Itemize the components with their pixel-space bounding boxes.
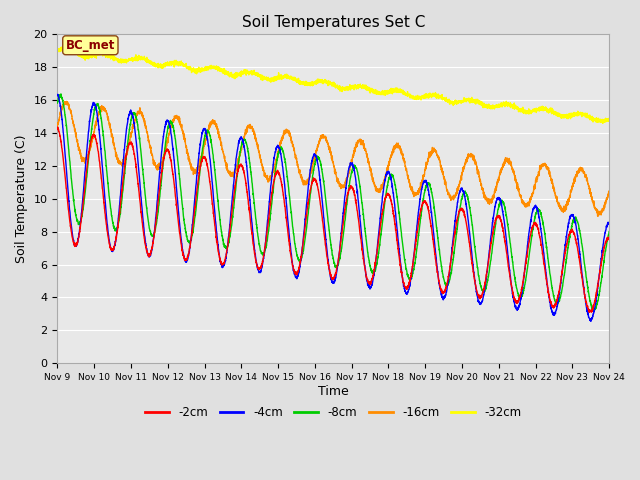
Y-axis label: Soil Temperature (C): Soil Temperature (C): [15, 134, 28, 263]
X-axis label: Time: Time: [318, 385, 349, 398]
Legend: -2cm, -4cm, -8cm, -16cm, -32cm: -2cm, -4cm, -8cm, -16cm, -32cm: [141, 401, 526, 423]
Title: Soil Temperatures Set C: Soil Temperatures Set C: [241, 15, 425, 30]
Text: BC_met: BC_met: [66, 39, 115, 52]
